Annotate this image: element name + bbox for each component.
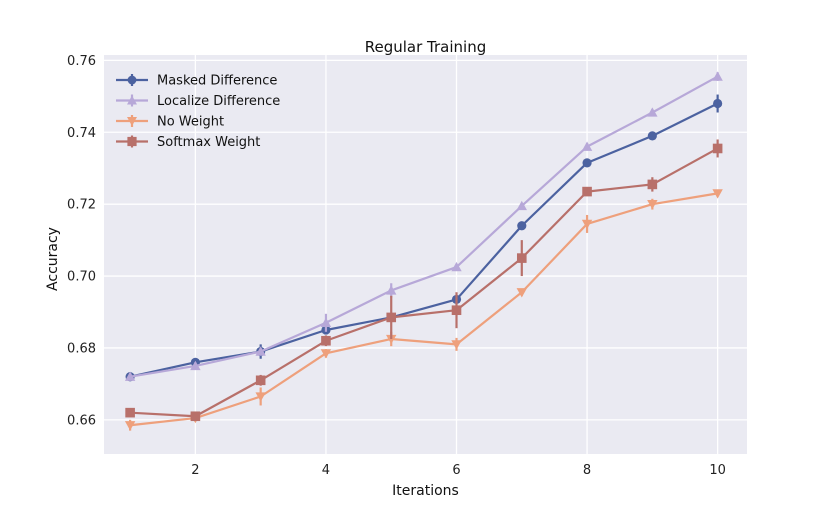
data-point bbox=[647, 107, 658, 117]
y-tick-label: 0.76 bbox=[67, 54, 96, 69]
x-axis-label: Iterations bbox=[392, 483, 459, 499]
data-point bbox=[581, 141, 593, 151]
data-point bbox=[320, 317, 332, 327]
data-point bbox=[516, 288, 527, 298]
series-localize-difference bbox=[124, 71, 723, 381]
y-tick-label: 0.68 bbox=[67, 341, 96, 356]
series-line bbox=[129, 75, 719, 378]
y-tick-label: 0.72 bbox=[67, 198, 96, 213]
legend-label: Masked Difference bbox=[157, 74, 277, 89]
data-point bbox=[712, 71, 723, 81]
legend-marker bbox=[127, 136, 137, 147]
data-point bbox=[386, 285, 397, 295]
data-point bbox=[647, 179, 658, 190]
legend-item: No Weight bbox=[116, 115, 224, 130]
y-tick-label: 0.74 bbox=[67, 126, 96, 141]
data-point bbox=[320, 349, 332, 359]
legend-marker bbox=[127, 75, 137, 85]
data-point bbox=[517, 221, 527, 231]
x-tick-label: 10 bbox=[709, 463, 726, 478]
plot-area bbox=[104, 55, 747, 454]
legend-item: Softmax Weight bbox=[116, 135, 260, 150]
series-no-weight bbox=[124, 189, 723, 431]
x-tick-label: 8 bbox=[583, 463, 591, 478]
x-ticks: 2 4 6 8 10 bbox=[191, 463, 726, 478]
data-point bbox=[255, 375, 266, 386]
series-line bbox=[129, 102, 719, 378]
x-tick-label: 6 bbox=[452, 463, 460, 478]
series-line bbox=[130, 147, 719, 418]
legend-label: Localize Difference bbox=[157, 94, 280, 109]
data-point bbox=[516, 200, 527, 211]
data-point bbox=[124, 421, 136, 431]
x-tick-label: 2 bbox=[191, 463, 199, 478]
legend-label: Softmax Weight bbox=[157, 135, 260, 150]
legend-item: Localize Difference bbox=[116, 94, 280, 109]
x-tick-label: 4 bbox=[322, 463, 330, 478]
data-point bbox=[255, 346, 266, 356]
data-point bbox=[124, 371, 136, 381]
data-point bbox=[647, 131, 657, 141]
grid bbox=[104, 55, 747, 454]
data-point bbox=[451, 305, 462, 316]
y-tick-label: 0.66 bbox=[67, 413, 96, 428]
series-line bbox=[129, 192, 718, 427]
data-point bbox=[451, 261, 462, 272]
data-point bbox=[255, 392, 266, 402]
chart-title: Regular Training bbox=[365, 38, 487, 56]
y-tick-label: 0.70 bbox=[67, 270, 96, 285]
series-softmax-weight bbox=[125, 139, 723, 422]
data-point bbox=[582, 158, 592, 168]
data-point bbox=[647, 200, 658, 210]
data-point bbox=[386, 312, 397, 323]
data-point bbox=[451, 340, 462, 350]
data-point bbox=[386, 334, 397, 345]
data-point bbox=[190, 411, 201, 422]
legend-marker bbox=[127, 95, 137, 105]
data-point bbox=[582, 186, 592, 197]
data-point bbox=[516, 253, 527, 263]
data-point bbox=[713, 98, 723, 109]
data-point bbox=[712, 189, 723, 199]
legend-marker bbox=[127, 117, 137, 126]
data-point bbox=[125, 407, 135, 418]
data-point bbox=[712, 143, 723, 154]
legend-item: Masked Difference bbox=[116, 74, 277, 89]
data-point bbox=[581, 219, 593, 230]
data-point bbox=[190, 360, 201, 371]
y-ticks: 0.66 0.68 0.70 0.72 0.74 0.76 bbox=[67, 54, 96, 428]
data-point bbox=[321, 335, 331, 346]
y-axis-label: Accuracy bbox=[45, 227, 61, 291]
legend-label: No Weight bbox=[157, 115, 224, 130]
series-layer bbox=[124, 71, 723, 431]
legend: Masked Difference Localize Difference No W… bbox=[116, 74, 280, 150]
